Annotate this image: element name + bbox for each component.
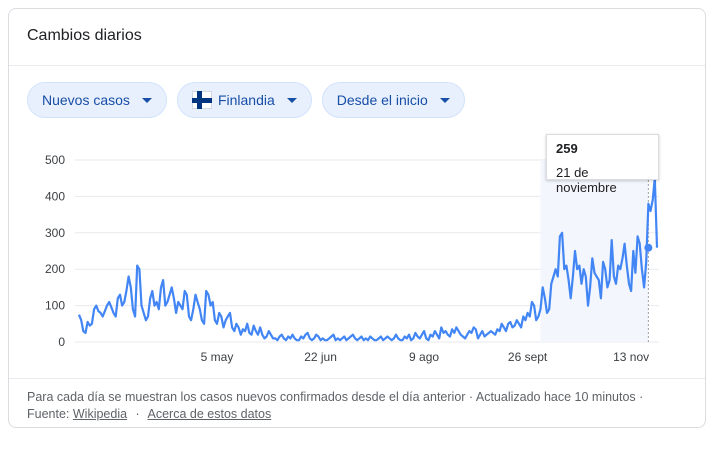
x-tick-label: 22 jun bbox=[304, 350, 337, 364]
footer: Para cada día se muestran los casos nuev… bbox=[27, 389, 643, 423]
filter-bar: Nuevos casos Finlandia Desde el inicio bbox=[27, 82, 465, 118]
x-tick-label: 26 sept bbox=[508, 350, 548, 364]
caret-down-icon bbox=[141, 97, 152, 103]
region-dropdown-label: Finlandia bbox=[217, 92, 275, 108]
y-tick-label: 300 bbox=[45, 226, 65, 240]
wikipedia-link[interactable]: Wikipedia bbox=[72, 407, 128, 421]
footer-divider bbox=[9, 378, 705, 379]
region-dropdown[interactable]: Finlandia bbox=[176, 82, 312, 118]
cases-line-chart[interactable]: 0 100 200 300 400 500 5 may 22 jun 9 ago 26 sept… bbox=[9, 9, 706, 379]
y-tick-label: 0 bbox=[58, 335, 65, 349]
footer-note: Para cada día se muestran los casos nuev… bbox=[27, 390, 644, 404]
source-label: Fuente: bbox=[27, 407, 70, 421]
y-axis-ticks: 0 100 200 300 400 500 bbox=[45, 153, 65, 349]
caret-down-icon bbox=[439, 97, 450, 103]
x-tick-label: 13 nov bbox=[613, 350, 649, 364]
metric-dropdown-label: Nuevos casos bbox=[42, 92, 130, 108]
y-tick-label: 500 bbox=[45, 153, 65, 167]
y-tick-label: 200 bbox=[45, 262, 65, 276]
card-title: Cambios diarios bbox=[27, 27, 142, 44]
x-tick-label: 5 may bbox=[201, 350, 234, 364]
tooltip-date: 21 de noviembre bbox=[556, 165, 617, 195]
tooltip-value: 259 bbox=[556, 141, 578, 156]
x-tick-label: 9 ago bbox=[409, 350, 439, 364]
header-divider bbox=[9, 65, 705, 66]
highlight-point bbox=[644, 243, 653, 252]
range-dropdown[interactable]: Desde el inicio bbox=[321, 82, 465, 118]
metric-dropdown[interactable]: Nuevos casos bbox=[27, 82, 167, 118]
range-dropdown-label: Desde el inicio bbox=[336, 92, 428, 108]
y-tick-label: 400 bbox=[45, 189, 65, 203]
value-tooltip: 259 21 de noviembre bbox=[546, 134, 659, 195]
footer-separator: · bbox=[135, 407, 140, 421]
x-axis-ticks: 5 may 22 jun 9 ago 26 sept 13 nov bbox=[201, 350, 649, 364]
daily-changes-card: Cambios diarios Nuevos casos Finlandia D… bbox=[8, 8, 706, 428]
series-line-new-cases bbox=[77, 177, 659, 342]
y-tick-label: 100 bbox=[45, 299, 65, 313]
about-data-link[interactable]: Acerca de estos datos bbox=[147, 407, 272, 421]
finland-flag-icon bbox=[191, 91, 212, 109]
caret-down-icon bbox=[286, 97, 297, 103]
